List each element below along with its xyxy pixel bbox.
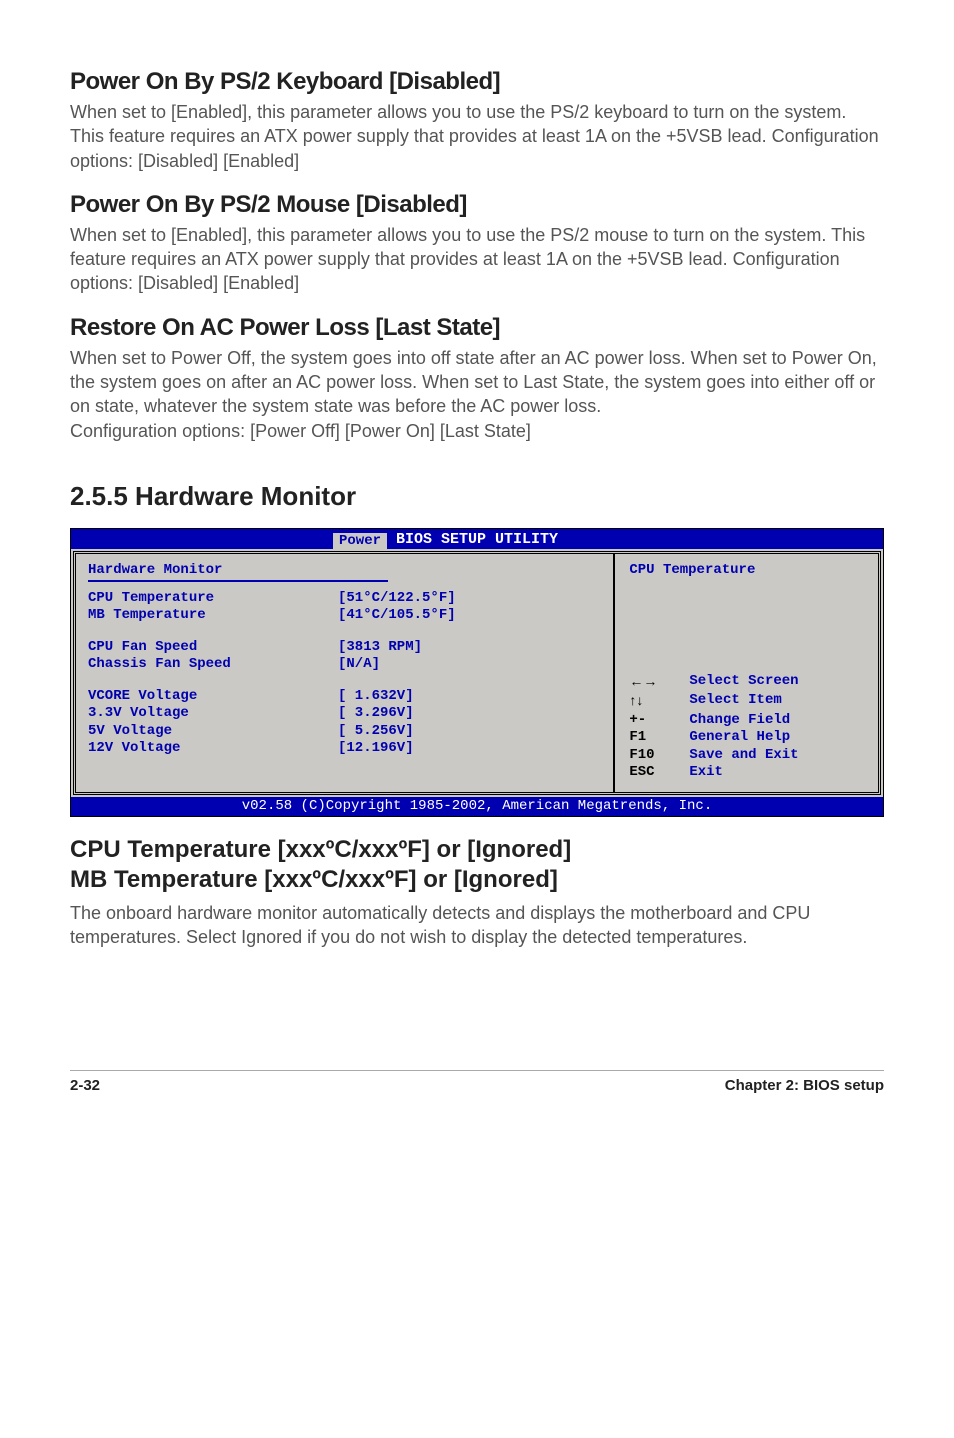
help-general: General Help xyxy=(689,729,790,747)
heading-hardware-monitor: 2.5.5 Hardware Monitor xyxy=(70,481,884,512)
bios-footer: v02.58 (C)Copyright 1985-2002, American … xyxy=(71,797,883,816)
bios-panel-rule xyxy=(88,580,388,582)
row-33v-label: 3.3V Voltage xyxy=(88,705,338,723)
help-change-field: Change Field xyxy=(689,712,790,730)
heading-restore-ac: Restore On AC Power Loss [Last State] xyxy=(70,314,884,342)
row-33v-value: [ 3.296V] xyxy=(338,705,456,723)
row-mb-temp-value: [41°C/105.5°F] xyxy=(338,607,456,625)
paragraph-ps2-mouse: When set to [Enabled], this parameter al… xyxy=(70,223,884,296)
row-5v-label: 5V Voltage xyxy=(88,723,338,741)
row-cpu-temp-value: [51°C/122.5°F] xyxy=(338,590,456,608)
key-f10: F10 xyxy=(629,747,689,765)
bios-tab-power: Power xyxy=(333,533,387,549)
bios-body: Hardware Monitor CPU Temperature MB Temp… xyxy=(73,551,881,795)
key-plusminus: +- xyxy=(629,712,689,730)
row-cha-fan-label: Chassis Fan Speed xyxy=(88,656,338,674)
bios-right-panel: CPU Temperature ←→ Select Screen ↑↓ Select… xyxy=(613,554,878,792)
heading-cpu-mb-temperature: CPU Temperature [xxxºC/xxxºF] or [Ignore… xyxy=(70,835,884,895)
page-footer: 2-32 Chapter 2: BIOS setup xyxy=(70,1070,884,1094)
bios-help-title: CPU Temperature xyxy=(629,562,868,578)
row-cpu-temp-label: CPU Temperature xyxy=(88,590,338,608)
bios-panel-title: Hardware Monitor xyxy=(88,562,603,578)
key-f1: F1 xyxy=(629,729,689,747)
help-exit: Exit xyxy=(689,764,723,782)
bios-values-col: [51°C/122.5°F] [41°C/105.5°F] [3813 RPM]… xyxy=(338,590,456,758)
row-cpu-fan-value: [3813 RPM] xyxy=(338,639,456,657)
key-esc: ESC xyxy=(629,764,689,782)
bios-title-bar: BIOS SETUP UTILITY Power xyxy=(71,529,883,549)
heading-mb-temperature-line: MB Temperature [xxxºC/xxxºF] or [Ignored… xyxy=(70,865,884,895)
row-vcore-value: [ 1.632V] xyxy=(338,688,456,706)
bios-rows: CPU Temperature MB Temperature CPU Fan S… xyxy=(88,590,603,758)
paragraph-cpu-mb-temperature: The onboard hardware monitor automatical… xyxy=(70,901,884,950)
heading-ps2-mouse: Power On By PS/2 Mouse [Disabled] xyxy=(70,191,884,219)
help-save-exit: Save and Exit xyxy=(689,747,798,765)
paragraph-ps2-keyboard: When set to [Enabled], this parameter al… xyxy=(70,100,884,173)
row-cpu-fan-label: CPU Fan Speed xyxy=(88,639,338,657)
row-12v-value: [12.196V] xyxy=(338,740,456,758)
bios-labels-col: CPU Temperature MB Temperature CPU Fan S… xyxy=(88,590,338,758)
row-12v-label: 12V Voltage xyxy=(88,740,338,758)
key-ud-icon: ↑↓ xyxy=(629,692,643,708)
help-select-item: Select Item xyxy=(689,692,781,712)
help-select-screen: Select Screen xyxy=(689,673,798,693)
bios-screenshot: BIOS SETUP UTILITY Power Hardware Monito… xyxy=(70,528,884,817)
heading-cpu-temperature-line: CPU Temperature [xxxºC/xxxºF] or [Ignore… xyxy=(70,835,884,865)
page-number: 2-32 xyxy=(70,1077,100,1094)
row-vcore-label: VCORE Voltage xyxy=(88,688,338,706)
chapter-label: Chapter 2: BIOS setup xyxy=(725,1077,884,1094)
row-5v-value: [ 5.256V] xyxy=(338,723,456,741)
row-cha-fan-value: [N/A] xyxy=(338,656,456,674)
row-mb-temp-label: MB Temperature xyxy=(88,607,338,625)
bios-title: BIOS SETUP UTILITY xyxy=(396,531,558,548)
bios-left-panel: Hardware Monitor CPU Temperature MB Temp… xyxy=(76,554,613,792)
paragraph-restore-ac: When set to Power Off, the system goes i… xyxy=(70,346,884,443)
bios-help-keys: ←→ Select Screen ↑↓ Select Item +- Change … xyxy=(629,673,868,782)
key-lr-icon: ←→ xyxy=(629,673,657,689)
heading-ps2-keyboard: Power On By PS/2 Keyboard [Disabled] xyxy=(70,68,884,96)
